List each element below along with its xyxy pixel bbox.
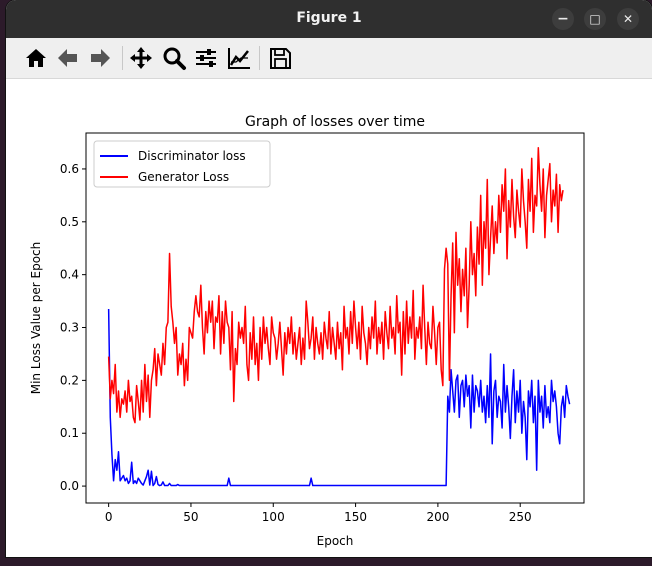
figure-canvas[interactable]: Graph of losses over time Epoch Min Loss V…: [6, 79, 652, 557]
maximize-button[interactable]: □: [584, 8, 606, 30]
legend-label: Generator Loss: [138, 170, 229, 184]
figure-window: Figure 1 − □ ✕: [6, 0, 652, 557]
home-button[interactable]: [22, 44, 50, 72]
y-tick-label: 0.4: [60, 268, 79, 282]
floppy-disk-icon: [270, 48, 291, 69]
series-line-discriminator-loss: [107, 308, 571, 487]
configure-subplots-button[interactable]: [192, 44, 220, 72]
y-axis-label: Min Loss Value per Epoch: [29, 242, 43, 395]
title-bar[interactable]: Figure 1 − □ ✕: [6, 0, 652, 38]
x-tick-label: 0: [105, 510, 113, 524]
y-tick-label: 0.1: [60, 426, 79, 440]
y-tick-label: 0.3: [60, 321, 79, 335]
navigation-toolbar: [6, 38, 652, 79]
arrow-right-icon: [91, 49, 110, 67]
x-tick-label: 100: [262, 510, 285, 524]
y-tick-label: 0.0: [60, 479, 79, 493]
magnifier-icon: [163, 47, 186, 70]
back-button[interactable]: [54, 44, 82, 72]
home-icon: [26, 49, 46, 67]
desktop-background-left: [0, 0, 6, 566]
x-tick-label: 200: [426, 510, 449, 524]
legend-box: [93, 140, 271, 188]
close-button[interactable]: ✕: [617, 8, 639, 30]
series-line-generator-loss: [107, 147, 564, 424]
arrow-left-icon: [58, 49, 77, 67]
chart-title: Graph of losses over time: [245, 114, 425, 130]
sliders-icon: [196, 49, 216, 67]
save-button[interactable]: [266, 44, 294, 72]
x-tick-label: 50: [183, 510, 198, 524]
plot-frame: [85, 132, 585, 504]
y-tick-label: 0.2: [60, 373, 79, 387]
forward-button[interactable]: [86, 44, 114, 72]
edit-axis-button[interactable]: [225, 44, 253, 72]
y-tick-label: 0.6: [60, 162, 79, 176]
zoom-button[interactable]: [160, 44, 188, 72]
toolbar-separator: [259, 46, 260, 70]
move-icon: [130, 47, 152, 69]
x-axis-label: Epoch: [317, 534, 354, 548]
y-tick-label: 0.5: [60, 215, 79, 229]
chart[interactable]: Graph of losses over time Epoch Min Loss V…: [6, 79, 652, 557]
line-chart-icon: [228, 48, 250, 69]
toolbar-separator: [122, 46, 123, 70]
window-title: Figure 1: [296, 10, 362, 26]
x-tick-label: 150: [344, 510, 367, 524]
x-tick-label: 250: [509, 510, 532, 524]
legend-label: Discriminator loss: [138, 149, 246, 163]
minimize-button[interactable]: −: [552, 8, 574, 30]
pan-button[interactable]: [127, 44, 155, 72]
desktop-background-bottom: [0, 557, 652, 566]
